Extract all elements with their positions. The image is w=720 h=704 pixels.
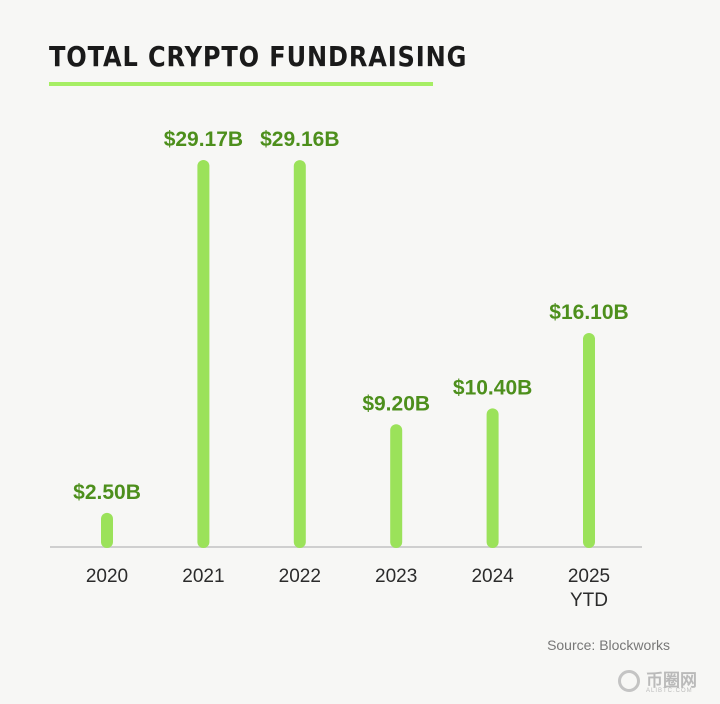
bar-4 bbox=[486, 408, 499, 548]
watermark-logo-icon bbox=[618, 670, 640, 692]
x-tick-label-4: 2024 bbox=[471, 566, 514, 587]
bar-value-label-2: $29.16B bbox=[260, 128, 339, 151]
bar-value-label-0: $2.50B bbox=[73, 481, 141, 504]
bar-value-label-4: $10.40B bbox=[453, 376, 532, 399]
bar-1 bbox=[197, 160, 210, 548]
x-tick-label-2: 2022 bbox=[279, 566, 321, 587]
bar-0 bbox=[101, 512, 113, 548]
x-tick-label-5-line2: YTD bbox=[570, 590, 608, 611]
bar-value-label-3: $9.20B bbox=[362, 392, 430, 415]
title-underline bbox=[49, 82, 433, 86]
bar-value-label-1: $29.17B bbox=[164, 128, 243, 151]
bar-5 bbox=[583, 332, 595, 548]
watermark-text: 币圈网 bbox=[646, 671, 697, 691]
bar-3 bbox=[390, 424, 403, 548]
x-tick-label-5: 2025 bbox=[568, 566, 610, 587]
bar-value-label-5: $16.10B bbox=[549, 301, 628, 324]
x-tick-label-1: 2021 bbox=[182, 566, 224, 587]
watermark-subtext: ALIBTC.COM bbox=[646, 688, 693, 694]
x-tick-label-0: 2020 bbox=[86, 566, 128, 587]
watermark: 币圈网 ALIBTC.COM bbox=[612, 664, 716, 700]
chart-title: TOTAL CRYPTO FUNDRAISING bbox=[49, 40, 468, 73]
bar-2 bbox=[293, 160, 306, 548]
source-note: Source: Blockworks bbox=[547, 637, 670, 653]
x-tick-label-3: 2023 bbox=[375, 566, 417, 587]
